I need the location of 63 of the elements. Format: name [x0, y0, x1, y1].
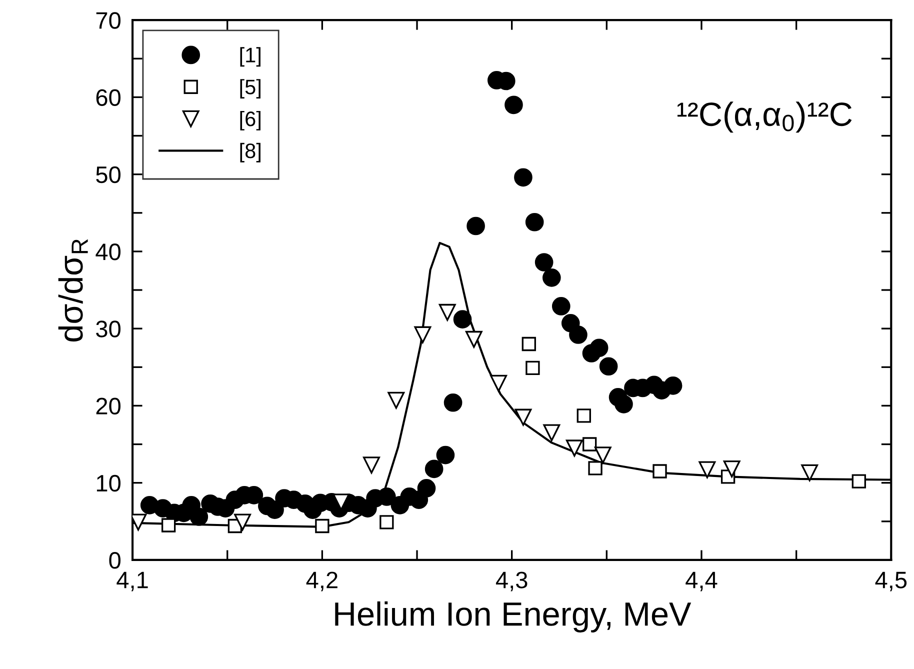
point: [569, 326, 588, 344]
y-axis-title: dσ/dσ$_{R}$: [58, 239, 88, 342]
point: [234, 514, 252, 531]
x-tick-label: 4,4: [686, 572, 718, 592]
point: [590, 338, 608, 358]
point: [388, 392, 405, 409]
point: [490, 374, 508, 392]
legend-label: [6]: [240, 110, 260, 130]
point: [525, 212, 544, 232]
point: [542, 268, 561, 287]
point: [466, 216, 485, 236]
point: [698, 461, 716, 478]
x-tick-label: 4,5: [875, 572, 907, 592]
point: [266, 500, 284, 519]
point: [465, 330, 482, 348]
point: [161, 518, 176, 532]
x-axis-title: Helium Ion Energy, MeV: [335, 601, 692, 632]
y-tick-label: 0: [109, 552, 120, 569]
y-tick-label: 70: [96, 12, 120, 29]
point: [315, 518, 330, 534]
point: [582, 437, 597, 452]
y-tick-label: 50: [96, 166, 120, 184]
point: [424, 460, 444, 478]
y-tick-label: 40: [96, 244, 120, 260]
legend-label: [5]: [240, 79, 260, 98]
x-tick-label: 4,2: [306, 572, 338, 592]
point: [543, 424, 560, 442]
x-tick-label: 4,1: [116, 572, 148, 592]
point: [504, 96, 523, 114]
legend-label: [8]: [240, 142, 260, 162]
point: [514, 168, 532, 187]
point: [852, 474, 866, 488]
legend-label: [1]: [240, 47, 260, 67]
point: [599, 357, 618, 376]
point: [588, 461, 602, 476]
point: [414, 326, 432, 344]
point: [190, 508, 208, 526]
point: [438, 304, 456, 321]
y-tick-label: 10: [96, 474, 120, 492]
point: [453, 310, 472, 328]
y-tick-label: 30: [96, 320, 120, 338]
point: [526, 360, 540, 375]
point: [652, 464, 667, 478]
point: [417, 479, 436, 498]
point: [614, 394, 633, 414]
point: [522, 336, 536, 352]
x-tick-label: 4,3: [496, 572, 528, 592]
point: [664, 376, 682, 395]
point: [514, 408, 532, 426]
y-tick-label: 20: [96, 398, 120, 414]
point: [534, 253, 554, 272]
point: [380, 515, 394, 530]
point: [723, 460, 740, 478]
point: [801, 464, 818, 482]
y-tick-label: 60: [96, 89, 120, 106]
point: [444, 393, 462, 412]
point: [436, 446, 455, 464]
point: [552, 297, 570, 316]
point: [594, 446, 612, 464]
point: [576, 408, 591, 423]
point: [363, 456, 380, 474]
annotation: ¹²C(α,α$_{0}$)¹²C: [678, 102, 852, 133]
point: [566, 440, 583, 457]
